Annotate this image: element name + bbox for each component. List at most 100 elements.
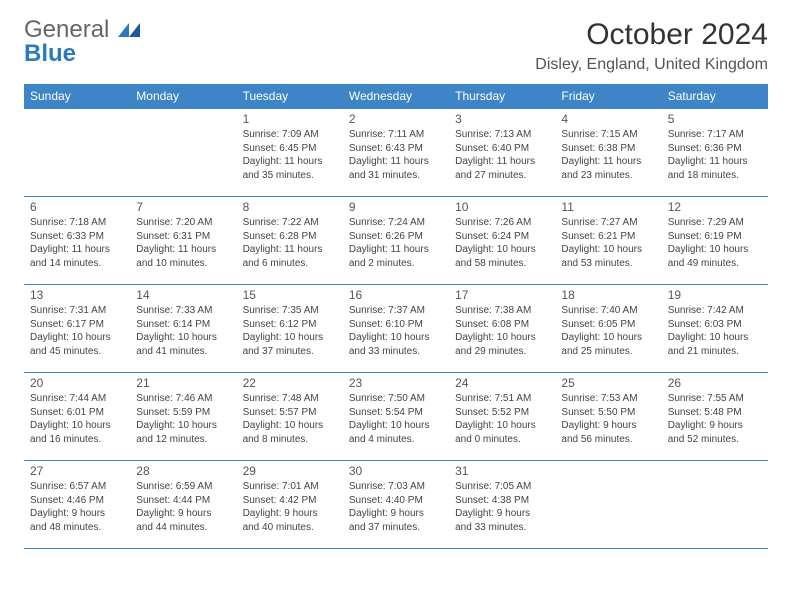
- day-details: Sunrise: 7:01 AMSunset: 4:42 PMDaylight:…: [243, 480, 337, 534]
- day-header: Sunday: [24, 84, 130, 109]
- calendar-cell: [662, 461, 768, 549]
- day-number: 8: [243, 200, 337, 214]
- calendar-cell: 31 Sunrise: 7:05 AMSunset: 4:38 PMDayligh…: [449, 461, 555, 549]
- day-header: Saturday: [662, 84, 768, 109]
- day-details: Sunrise: 6:59 AMSunset: 4:44 PMDaylight:…: [136, 480, 230, 534]
- day-details: Sunrise: 7:15 AMSunset: 6:38 PMDaylight:…: [561, 128, 655, 182]
- calendar-cell: 13Sunrise: 7:31 AMSunset: 6:17 PMDayligh…: [24, 285, 130, 373]
- day-number: 1: [243, 112, 337, 126]
- calendar-week-row: 20 Sunrise: 7:44 AMSunset: 6:01 PMDayligh…: [24, 373, 768, 461]
- calendar-table: SundayMondayTuesdayWednesdayThursdayFrid…: [24, 84, 768, 549]
- calendar-week-row: 13Sunrise: 7:31 AMSunset: 6:17 PMDayligh…: [24, 285, 768, 373]
- day-number: 26: [668, 376, 762, 390]
- title-block: October 2024 Disley, England, United Kin…: [535, 18, 768, 74]
- day-number: 24: [455, 376, 549, 390]
- day-number: 9: [349, 200, 443, 214]
- day-header: Monday: [130, 84, 236, 109]
- logo: General Blue: [24, 18, 140, 66]
- day-number: 31: [455, 464, 549, 478]
- day-number: 10: [455, 200, 549, 214]
- header: General Blue October 2024 Disley, Englan…: [24, 18, 768, 74]
- calendar-cell: 12 Sunrise: 7:29 AMSunset: 6:19 PMDayligh…: [662, 197, 768, 285]
- calendar-cell: 11 Sunrise: 7:27 AMSunset: 6:21 PMDayligh…: [555, 197, 661, 285]
- logo-part2: Blue: [24, 40, 76, 67]
- day-header: Tuesday: [237, 84, 343, 109]
- day-details: Sunrise: 6:57 AMSunset: 4:46 PMDaylight:…: [30, 480, 124, 534]
- calendar-cell: 2 Sunrise: 7:11 AMSunset: 6:43 PMDaylight…: [343, 109, 449, 197]
- day-details: Sunrise: 7:48 AMSunset: 5:57 PMDaylight:…: [243, 392, 337, 446]
- calendar-cell: 6 Sunrise: 7:18 AMSunset: 6:33 PMDaylight…: [24, 197, 130, 285]
- logo-text: General Blue: [24, 18, 140, 66]
- day-number: 22: [243, 376, 337, 390]
- day-details: Sunrise: 7:37 AMSunset: 6:10 PMDaylight:…: [349, 304, 443, 358]
- day-number: 11: [561, 200, 655, 214]
- calendar-cell: 27 Sunrise: 6:57 AMSunset: 4:46 PMDayligh…: [24, 461, 130, 549]
- day-details: Sunrise: 7:26 AMSunset: 6:24 PMDaylight:…: [455, 216, 549, 270]
- day-header: Thursday: [449, 84, 555, 109]
- day-number: 6: [30, 200, 124, 214]
- calendar-cell: 14 Sunrise: 7:33 AMSunset: 6:14 PMDayligh…: [130, 285, 236, 373]
- day-number: 18: [561, 288, 655, 302]
- day-number: 28: [136, 464, 230, 478]
- day-details: Sunrise: 7:18 AMSunset: 6:33 PMDaylight:…: [30, 216, 124, 270]
- day-details: Sunrise: 7:17 AMSunset: 6:36 PMDaylight:…: [668, 128, 762, 182]
- calendar-cell: 4 Sunrise: 7:15 AMSunset: 6:38 PMDaylight…: [555, 109, 661, 197]
- day-details: Sunrise: 7:13 AMSunset: 6:40 PMDaylight:…: [455, 128, 549, 182]
- day-number: 20: [30, 376, 124, 390]
- calendar-week-row: 1 Sunrise: 7:09 AMSunset: 6:45 PMDaylight…: [24, 109, 768, 197]
- day-details: Sunrise: 7:27 AMSunset: 6:21 PMDaylight:…: [561, 216, 655, 270]
- calendar-cell: 25Sunrise: 7:53 AMSunset: 5:50 PMDayligh…: [555, 373, 661, 461]
- calendar-cell: 17Sunrise: 7:38 AMSunset: 6:08 PMDayligh…: [449, 285, 555, 373]
- logo-part1: General: [24, 16, 109, 43]
- day-number: 21: [136, 376, 230, 390]
- day-header: Wednesday: [343, 84, 449, 109]
- day-details: Sunrise: 7:55 AMSunset: 5:48 PMDaylight:…: [668, 392, 762, 446]
- day-details: Sunrise: 7:31 AMSunset: 6:17 PMDaylight:…: [30, 304, 124, 358]
- day-number: 12: [668, 200, 762, 214]
- day-number: 27: [30, 464, 124, 478]
- day-number: 2: [349, 112, 443, 126]
- logo-mark-icon: [118, 18, 140, 42]
- calendar-week-row: 6 Sunrise: 7:18 AMSunset: 6:33 PMDaylight…: [24, 197, 768, 285]
- day-details: Sunrise: 7:38 AMSunset: 6:08 PMDaylight:…: [455, 304, 549, 358]
- calendar-week-row: 27 Sunrise: 6:57 AMSunset: 4:46 PMDayligh…: [24, 461, 768, 549]
- day-number: 23: [349, 376, 443, 390]
- calendar-cell: [130, 109, 236, 197]
- calendar-cell: 10 Sunrise: 7:26 AMSunset: 6:24 PMDayligh…: [449, 197, 555, 285]
- day-number: 7: [136, 200, 230, 214]
- location: Disley, England, United Kingdom: [535, 56, 768, 74]
- day-details: Sunrise: 7:20 AMSunset: 6:31 PMDaylight:…: [136, 216, 230, 270]
- day-details: Sunrise: 7:46 AMSunset: 5:59 PMDaylight:…: [136, 392, 230, 446]
- day-details: Sunrise: 7:44 AMSunset: 6:01 PMDaylight:…: [30, 392, 124, 446]
- calendar-cell: 29Sunrise: 7:01 AMSunset: 4:42 PMDayligh…: [237, 461, 343, 549]
- calendar-cell: 20 Sunrise: 7:44 AMSunset: 6:01 PMDayligh…: [24, 373, 130, 461]
- calendar-cell: 28 Sunrise: 6:59 AMSunset: 4:44 PMDayligh…: [130, 461, 236, 549]
- day-number: 15: [243, 288, 337, 302]
- calendar-body: 1 Sunrise: 7:09 AMSunset: 6:45 PMDaylight…: [24, 109, 768, 549]
- day-number: 19: [668, 288, 762, 302]
- calendar-cell: 24 Sunrise: 7:51 AMSunset: 5:52 PMDayligh…: [449, 373, 555, 461]
- calendar-cell: [24, 109, 130, 197]
- day-details: Sunrise: 7:51 AMSunset: 5:52 PMDaylight:…: [455, 392, 549, 446]
- calendar-cell: 15Sunrise: 7:35 AMSunset: 6:12 PMDayligh…: [237, 285, 343, 373]
- day-details: Sunrise: 7:11 AMSunset: 6:43 PMDaylight:…: [349, 128, 443, 182]
- calendar-cell: 8Sunrise: 7:22 AMSunset: 6:28 PMDaylight…: [237, 197, 343, 285]
- calendar-cell: 1 Sunrise: 7:09 AMSunset: 6:45 PMDaylight…: [237, 109, 343, 197]
- day-details: Sunrise: 7:09 AMSunset: 6:45 PMDaylight:…: [243, 128, 337, 182]
- day-header: Friday: [555, 84, 661, 109]
- day-details: Sunrise: 7:05 AMSunset: 4:38 PMDaylight:…: [455, 480, 549, 534]
- calendar-cell: 26 Sunrise: 7:55 AMSunset: 5:48 PMDayligh…: [662, 373, 768, 461]
- calendar-cell: 22 Sunrise: 7:48 AMSunset: 5:57 PMDayligh…: [237, 373, 343, 461]
- day-number: 16: [349, 288, 443, 302]
- calendar-cell: 5 Sunrise: 7:17 AMSunset: 6:36 PMDaylight…: [662, 109, 768, 197]
- day-details: Sunrise: 7:33 AMSunset: 6:14 PMDaylight:…: [136, 304, 230, 358]
- day-details: Sunrise: 7:53 AMSunset: 5:50 PMDaylight:…: [561, 392, 655, 446]
- day-number: 14: [136, 288, 230, 302]
- day-number: 5: [668, 112, 762, 126]
- calendar-cell: [555, 461, 661, 549]
- day-number: 4: [561, 112, 655, 126]
- calendar-cell: 18Sunrise: 7:40 AMSunset: 6:05 PMDayligh…: [555, 285, 661, 373]
- calendar-cell: 23Sunrise: 7:50 AMSunset: 5:54 PMDayligh…: [343, 373, 449, 461]
- day-details: Sunrise: 7:29 AMSunset: 6:19 PMDaylight:…: [668, 216, 762, 270]
- calendar-cell: 16 Sunrise: 7:37 AMSunset: 6:10 PMDayligh…: [343, 285, 449, 373]
